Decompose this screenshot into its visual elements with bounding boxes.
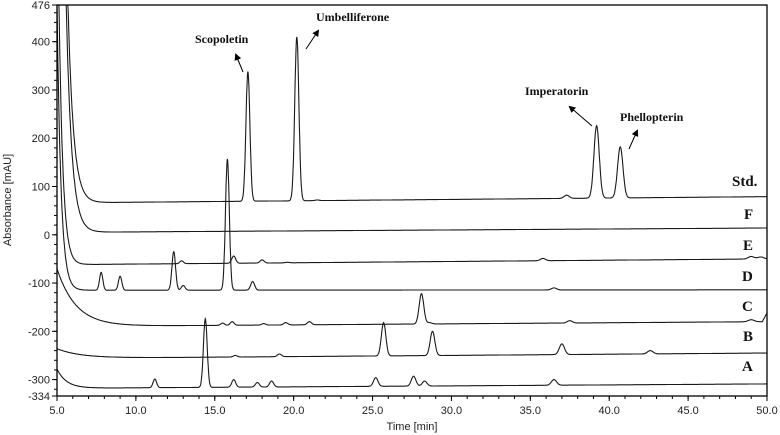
y-axis: 476 400 300 200 100 0 -100 -200 -300 -334 [28, 0, 57, 403]
trace-d [56, 4, 767, 291]
x-tick-label: 35.0 [520, 405, 541, 417]
y-tick-label: -100 [28, 278, 50, 290]
x-tick-label: 20.0 [283, 405, 304, 417]
y-tick-label: -200 [28, 326, 50, 338]
trace-b [56, 321, 767, 359]
trace-label-b: B [743, 329, 753, 345]
x-axis-label: Time [min] [387, 421, 438, 433]
arrow-umbelliferone [305, 29, 320, 50]
y-tick-label: -300 [28, 375, 50, 387]
arrow-imperatorin [568, 105, 593, 127]
trace-f [57, 4, 767, 233]
trace-label-d: D [742, 269, 753, 285]
y-tick-label: 476 [32, 0, 50, 12]
y-axis-label: Absorbance [mAU] [2, 154, 14, 246]
y-tick-label: 0 [44, 230, 50, 242]
x-tick-label: 40.0 [599, 405, 620, 417]
arrow-phellopterin [628, 129, 639, 150]
trace-label-a: A [742, 359, 753, 375]
x-tick-label: 5.0 [49, 405, 64, 417]
y-tick-label: -334 [28, 391, 50, 403]
trace-label-e: E [743, 238, 753, 254]
trace-a [56, 317, 767, 389]
annotation-scopoletin: Scopoletin [195, 32, 249, 46]
x-tick-label: 50.0 [756, 405, 777, 417]
annotation-imperatorin: Imperatorin [525, 84, 589, 98]
trace-label-std: Std. [732, 174, 758, 190]
y-tick-label: 100 [32, 182, 50, 194]
x-tick-label: 30.0 [441, 405, 462, 417]
plot-frame [56, 4, 768, 397]
x-tick-label: 25.0 [362, 405, 383, 417]
y-tick-label: 300 [32, 85, 50, 97]
trace-e [57, 4, 768, 265]
arrow-scopoletin [234, 53, 244, 73]
traces [56, 4, 768, 389]
trace-std [57, 4, 767, 203]
annotation-phellopterin: Phellopterin [620, 110, 684, 124]
trace-label-c: C [742, 299, 753, 315]
x-axis: 5.0 10.0 15.0 20.0 25.0 30.0 35.0 40.0 45.0 50.0 [49, 396, 778, 417]
y-tick-label: 200 [32, 133, 50, 145]
x-tick-label: 10.0 [125, 405, 146, 417]
x-tick-label: 15.0 [204, 405, 225, 417]
annotation-umbelliferone: Umbelliferone [316, 10, 390, 24]
x-tick-label: 45.0 [677, 405, 698, 417]
y-tick-label: 400 [32, 37, 50, 49]
trace-label-f: F [744, 207, 753, 223]
trace-c [56, 268, 768, 327]
